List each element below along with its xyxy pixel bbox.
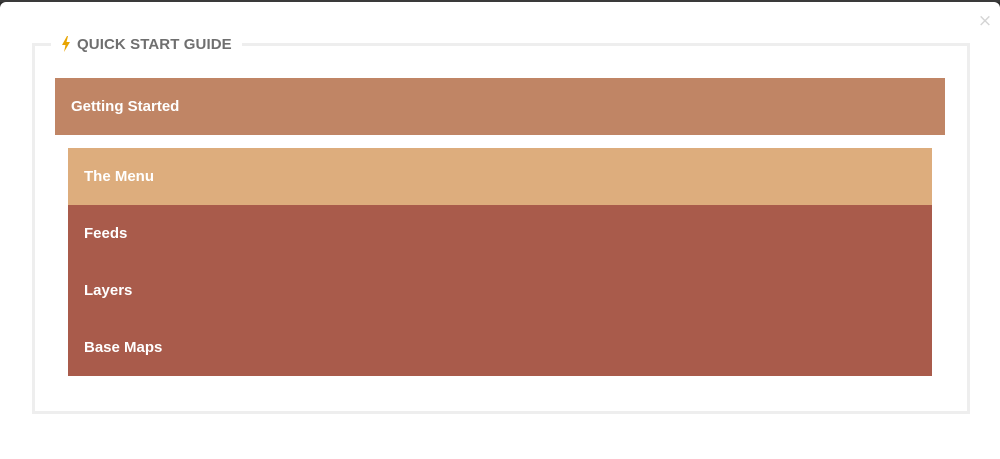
guide-title: QUICK START GUIDE	[77, 35, 232, 53]
topic-item-label: Base Maps	[84, 339, 163, 356]
topic-item-feeds[interactable]: Feeds	[68, 205, 932, 262]
guide-legend: QUICK START GUIDE	[51, 32, 242, 56]
quick-start-guide-panel: QUICK START GUIDE Getting Started The Me…	[32, 32, 970, 414]
topic-item-label: The Menu	[84, 168, 154, 185]
guide-topic-list: The Menu Feeds Layers Base Maps	[68, 148, 932, 376]
background-app	[0, 0, 1000, 2]
lightning-bolt-icon	[62, 36, 70, 52]
topic-item-label: Feeds	[84, 225, 128, 242]
section-label: Getting Started	[71, 98, 180, 115]
close-icon[interactable]: ×	[977, 11, 993, 31]
topic-item-the-menu[interactable]: The Menu	[68, 148, 932, 205]
topic-item-label: Layers	[84, 282, 133, 299]
section-getting-started[interactable]: Getting Started	[55, 78, 945, 135]
topic-item-base-maps[interactable]: Base Maps	[68, 319, 932, 376]
topic-item-layers[interactable]: Layers	[68, 262, 932, 319]
